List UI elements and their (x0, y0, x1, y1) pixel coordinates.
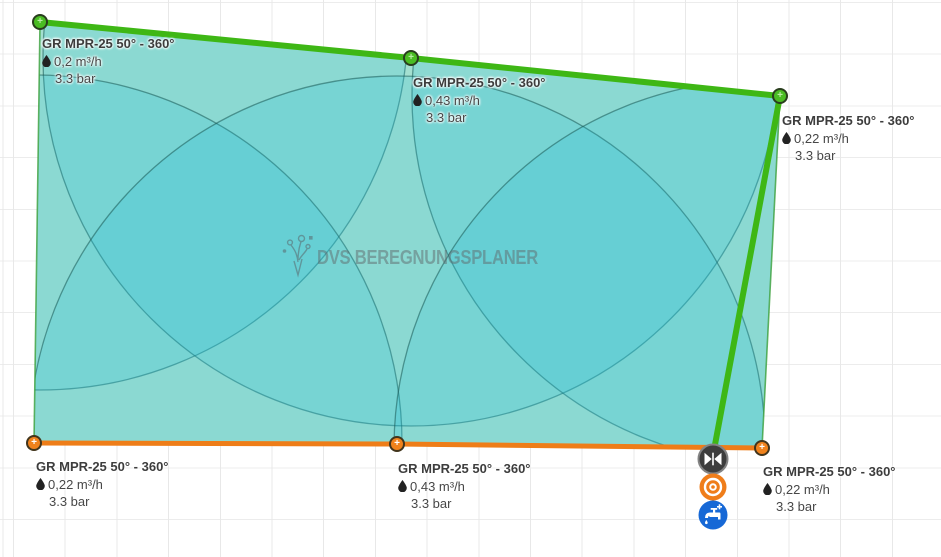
water-drop-icon (398, 480, 407, 493)
sprinkler-coverage-circle (34, 22, 409, 391)
sprinkler-model: GR MPR-25 50° - 360° (763, 464, 896, 479)
sprinkler-node-top-right[interactable]: + (772, 88, 788, 104)
valve-icon[interactable] (697, 443, 729, 475)
sprinkler-node-bottom-left[interactable]: + (26, 435, 42, 451)
water-drop-icon (36, 478, 45, 491)
sprinkler-pressure: 3.3 bar (49, 494, 90, 509)
sprinkler-model: GR MPR-25 50° - 360° (782, 113, 915, 128)
sprinkler-pressure: 3.3 bar (776, 499, 817, 514)
water-connection-icon[interactable] (699, 473, 727, 501)
water-drop-icon (782, 132, 791, 145)
sprinkler-label-bottom-middle: GR MPR-25 50° - 360° 0,43 m³/h 3.3 bar (398, 460, 531, 513)
valve-glyph (704, 452, 722, 466)
sprinkler-label-top-left: GR MPR-25 50° - 360° 0,2 m³/h 3.3 bar (42, 35, 175, 88)
irrigation-zone[interactable] (34, 22, 780, 448)
water-tap-icon[interactable] (698, 500, 728, 530)
tap-glyph (705, 504, 722, 525)
sprinkler-node-top-middle[interactable]: + (403, 50, 419, 66)
sprinkler-pressure: 3.3 bar (426, 110, 467, 125)
water-drop-icon (413, 94, 422, 107)
sprinkler-label-bottom-right: GR MPR-25 50° - 360° 0,22 m³/h 3.3 bar (763, 463, 896, 516)
sprinkler-model: GR MPR-25 50° - 360° (36, 459, 169, 474)
sprinkler-flow: 0,22 m³/h (775, 481, 830, 497)
sprinkler-pressure: 3.3 bar (795, 148, 836, 163)
sprinkler-node-top-left[interactable]: + (32, 14, 48, 30)
sprinkler-node-bottom-middle[interactable]: + (389, 436, 405, 452)
sprinkler-label-top-middle: GR MPR-25 50° - 360° 0,43 m³/h 3.3 bar (413, 74, 546, 127)
sprinkler-label-bottom-left: GR MPR-25 50° - 360° 0,22 m³/h 3.3 bar (36, 458, 169, 511)
sprinkler-pressure: 3.3 bar (55, 71, 96, 86)
sprinkler-pressure: 3.3 bar (411, 496, 452, 511)
sprinkler-flow: 0,43 m³/h (425, 92, 480, 108)
sprinkler-model: GR MPR-25 50° - 360° (413, 75, 546, 90)
sprinkler-flow: 0,22 m³/h (794, 130, 849, 146)
sprinkler-flow: 0,2 m³/h (54, 53, 102, 69)
sprinkler-flow: 0,43 m³/h (410, 478, 465, 494)
water-drop-icon (763, 483, 772, 496)
water-drop-icon (42, 55, 51, 68)
sprinkler-model: GR MPR-25 50° - 360° (398, 461, 531, 476)
sprinkler-label-top-right: GR MPR-25 50° - 360° 0,22 m³/h 3.3 bar (782, 112, 915, 165)
sprinkler-flow: 0,22 m³/h (48, 476, 103, 492)
pipe-green[interactable] (37, 19, 783, 453)
sprinkler-node-bottom-right[interactable]: + (754, 440, 770, 456)
connection-glyph (703, 477, 723, 497)
sprinkler-model: GR MPR-25 50° - 360° (42, 36, 175, 51)
sprinkler-coverage-circle (411, 22, 780, 448)
